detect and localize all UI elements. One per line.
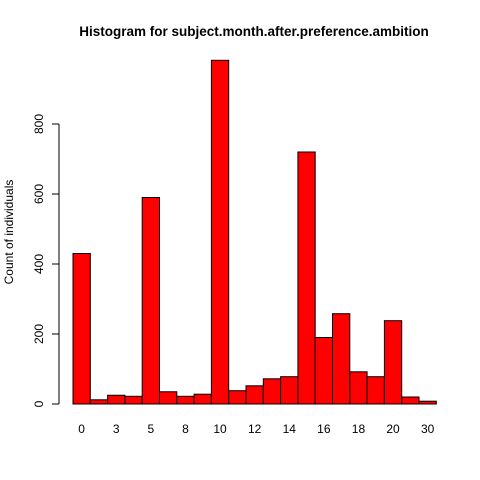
histogram-bar bbox=[245, 385, 264, 405]
x-tick-label: 16 bbox=[317, 422, 331, 436]
x-tick-label: 18 bbox=[352, 422, 366, 436]
histogram-bar bbox=[383, 320, 403, 405]
histogram-bar bbox=[89, 399, 109, 405]
histogram-bar bbox=[159, 391, 178, 405]
histogram-bar bbox=[366, 376, 385, 405]
histogram-bar bbox=[280, 376, 299, 405]
y-tick-label: 200 bbox=[32, 324, 46, 344]
y-tick-label: 400 bbox=[32, 254, 46, 274]
x-tick-label: 10 bbox=[213, 422, 227, 436]
x-tick-label: 14 bbox=[283, 422, 297, 436]
x-tick-label: 3 bbox=[113, 422, 120, 436]
histogram-bar bbox=[349, 371, 368, 405]
histogram-bar bbox=[262, 378, 282, 405]
x-tick-label: 5 bbox=[148, 422, 155, 436]
x-tick-label: 0 bbox=[78, 422, 85, 436]
x-tick-label: 30 bbox=[421, 422, 435, 436]
histogram-bar bbox=[418, 400, 437, 405]
histogram-bar bbox=[141, 197, 160, 405]
histogram-bar bbox=[124, 395, 143, 405]
histogram-bar bbox=[193, 393, 212, 405]
histogram-bar bbox=[72, 253, 91, 405]
y-tick-label: 0 bbox=[32, 400, 46, 407]
histogram-bar bbox=[228, 390, 247, 405]
histogram-bar bbox=[297, 151, 316, 405]
histogram-bar bbox=[176, 395, 195, 405]
histogram-bar bbox=[332, 313, 351, 405]
histogram-bar bbox=[210, 59, 230, 405]
histogram-bar bbox=[107, 394, 126, 405]
x-axis-ticks: 0 3 5 8 10 12 14 16 18 20 30 bbox=[78, 422, 434, 436]
x-tick-label: 8 bbox=[182, 422, 189, 436]
y-axis-label: Count of individuals bbox=[2, 180, 16, 285]
bars-group bbox=[72, 59, 437, 405]
histogram-bar bbox=[314, 337, 334, 405]
x-tick-label: 12 bbox=[248, 422, 262, 436]
x-tick-label: 20 bbox=[386, 422, 400, 436]
y-tick-label: 800 bbox=[32, 114, 46, 134]
chart-title: Histogram for subject.month.after.prefer… bbox=[79, 24, 429, 39]
histogram-bar bbox=[401, 396, 420, 405]
y-axis-ticks: 0 200 400 600 800 bbox=[32, 114, 59, 407]
y-tick-label: 600 bbox=[32, 184, 46, 204]
